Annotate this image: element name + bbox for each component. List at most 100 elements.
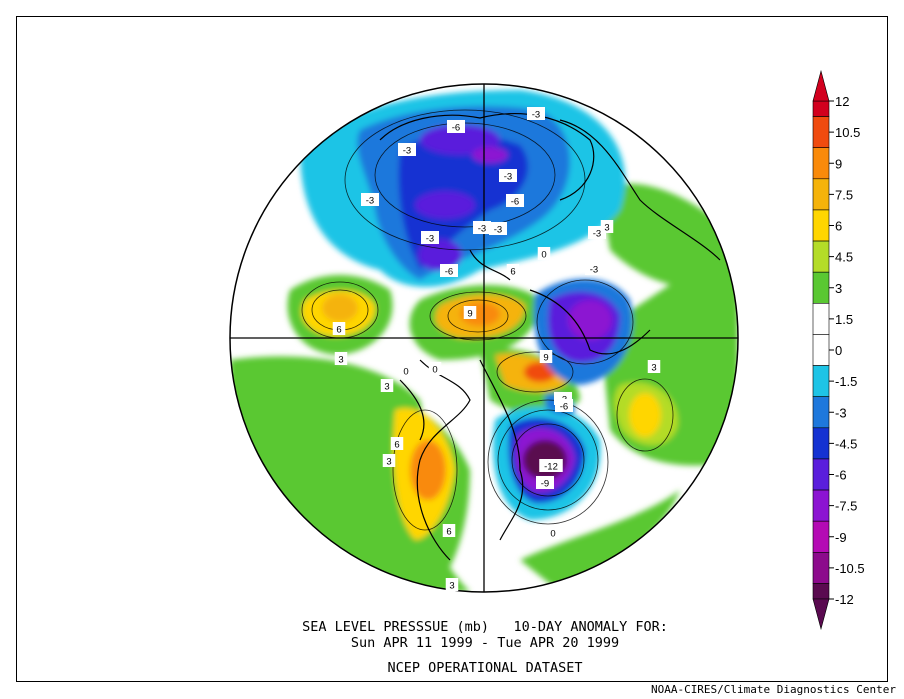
- contour-label-box: [399, 364, 413, 377]
- contour-label: -3: [494, 225, 502, 236]
- colorbar-ticks: 12 10.5 9 7.5 6 4.5 3 1.5 0 -1.5 -3 -4.5 -6 -7.5 -9 -10…: [829, 94, 865, 607]
- contour-label: 6: [510, 267, 515, 278]
- contour-label-box: [473, 221, 491, 234]
- colorbar-max-arrow: [812, 69, 830, 102]
- contour-label: -3: [478, 224, 486, 235]
- contour-label: -6: [445, 267, 453, 278]
- contour-label: 6: [336, 325, 341, 336]
- colorbar-tick-label: 10.5: [835, 125, 860, 140]
- contour-labels: -6-3-3-3-3-6-3-6-3-3-30-36963309-3-6-12-…: [332, 107, 661, 592]
- colorbar-tick-label: -6: [835, 468, 847, 483]
- colorbar-tick-label: 3: [835, 281, 842, 296]
- caption-dates: Sun APR 11 1999 - Tue APR 20 1999: [350, 635, 620, 651]
- contour-label: -9: [541, 479, 549, 490]
- contour-label-box: [489, 222, 507, 235]
- contour-label: -3: [593, 229, 601, 240]
- colorbar-tick-label: -1.5: [835, 374, 857, 389]
- contour-label: 3: [384, 382, 389, 393]
- contour-label-box: [421, 231, 439, 244]
- colorbar-swatch: [812, 147, 830, 180]
- contour-label-box: [398, 143, 416, 156]
- colorbar-swatch: [812, 552, 830, 584]
- chart-frame: [16, 16, 888, 682]
- contour-label: 3: [338, 355, 343, 366]
- contour-label-box: [585, 262, 603, 275]
- contour-label: 0: [432, 365, 437, 376]
- contour-label-box: [463, 306, 477, 319]
- contour-label-box: [506, 194, 524, 207]
- contour-label: 3: [651, 363, 656, 374]
- colorbar-swatch: [812, 178, 830, 211]
- colorbar-swatch: [812, 240, 830, 273]
- contour-label-box: [442, 524, 456, 537]
- colorbar-swatch: [812, 365, 830, 397]
- contour-label-box: [555, 399, 573, 412]
- contour-label: -3: [590, 265, 598, 276]
- contour-label: -3: [366, 196, 374, 207]
- colorbar-tick-label: 1.5: [835, 312, 853, 327]
- contour-label-box: [440, 264, 458, 277]
- contour-label: 3: [386, 457, 391, 468]
- colorbar-tick-label: 9: [835, 156, 842, 171]
- contour-label-box: [647, 360, 661, 373]
- colorbar-tick-label: 12: [835, 94, 849, 109]
- contour-label-box: [600, 220, 614, 233]
- colorbar-swatch: [812, 489, 830, 522]
- colorbar-swatch: [812, 303, 830, 335]
- contour-label-box: [536, 476, 554, 489]
- contour-label-box: [361, 193, 379, 206]
- colorbar-swatch: [812, 427, 830, 460]
- caption-dataset: NCEP OPERATIONAL DATASET: [387, 660, 583, 676]
- caption-title: SEA LEVEL PRESSSUE (mb) 10-DAY ANOMALY F…: [302, 619, 668, 635]
- colorbar-swatch: [812, 209, 830, 242]
- contour-label-box: [506, 264, 520, 277]
- contour-label-box: [382, 454, 396, 467]
- colorbar-tick-label: 0: [835, 343, 842, 358]
- contour-label-box: [380, 379, 394, 392]
- colorbar-swatch: [812, 271, 830, 304]
- colorbar-tick-label: -3: [835, 405, 847, 420]
- colorbar-tick-label: 4.5: [835, 250, 853, 265]
- contour-label: -3: [504, 172, 512, 183]
- colorbar-tick-label: -12: [835, 592, 854, 607]
- contour-label: -3: [532, 110, 540, 121]
- contour-label-box: [428, 362, 442, 375]
- contour-label-box: [546, 526, 560, 539]
- contour-label-box: [390, 437, 404, 450]
- contour-label: 3: [604, 223, 609, 234]
- colorbar-min-arrow: [812, 598, 830, 631]
- colorbar-swatches: [812, 69, 830, 631]
- contour-label-box: [334, 352, 348, 365]
- contour-label-box: [445, 578, 459, 591]
- colorbar-tick-label: 6: [835, 219, 842, 234]
- contour-label: 6: [446, 527, 451, 538]
- contour-label: -6: [511, 197, 519, 208]
- colorbar-tick-label: -4.5: [835, 436, 857, 451]
- contour-label-box: [539, 459, 563, 472]
- contour-label-box: [537, 247, 551, 260]
- colorbar-swatch: [812, 583, 830, 600]
- contour-label: -12: [544, 462, 558, 473]
- credit-text: NOAA-CIRES/Climate Diagnostics Center: [650, 683, 896, 696]
- colorbar-swatch: [812, 116, 830, 148]
- colorbar-tick-label: -7.5: [835, 499, 857, 514]
- colorbar-tick-label: -10.5: [835, 561, 865, 576]
- contour-label: -6: [452, 123, 460, 134]
- contour-label: 0: [550, 529, 555, 540]
- contour-label: 9: [543, 353, 548, 364]
- contour-label-box: [539, 350, 553, 363]
- contour-label: 3: [449, 581, 454, 592]
- contour-label: 6: [394, 440, 399, 451]
- colorbar-tick-label: 7.5: [835, 187, 853, 202]
- colorbar-swatch: [812, 100, 830, 117]
- colorbar-swatch: [812, 396, 830, 429]
- contour-label: 0: [541, 250, 546, 261]
- contour-label: -6: [560, 402, 568, 413]
- colorbar-tick-label: -9: [835, 530, 847, 545]
- contour-label: 9: [467, 309, 472, 320]
- contour-label: 0: [403, 367, 408, 378]
- colorbar-swatch: [812, 520, 830, 553]
- contour-label-box: [447, 120, 465, 133]
